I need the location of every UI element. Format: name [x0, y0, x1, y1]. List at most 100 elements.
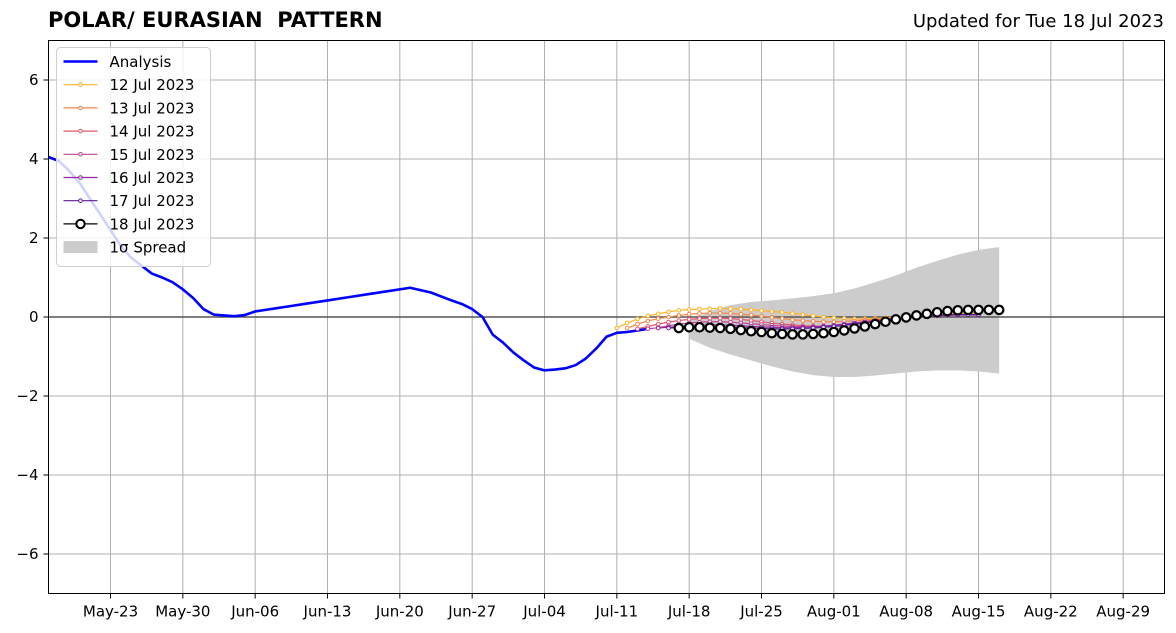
x-tick-label: Aug-01: [807, 603, 861, 621]
forecast-point: [869, 318, 881, 330]
forecast-point: [900, 312, 912, 323]
forecast-point: [821, 319, 826, 325]
forecast-point: [614, 325, 620, 331]
x-tick-label: Jul-11: [595, 603, 639, 621]
legend-label: 14 Jul 2023: [110, 123, 195, 141]
forecast-point: [624, 325, 630, 331]
legend-marker: [78, 198, 83, 203]
forecast-point: [797, 329, 809, 340]
forecast-point: [759, 308, 764, 313]
forecast-point: [697, 311, 702, 316]
x-tick-label: May-30: [155, 603, 210, 621]
y-tick-label: −2: [16, 387, 38, 405]
x-tick-label: Jul-04: [522, 603, 566, 621]
y-tick-label: −6: [16, 545, 38, 563]
x-tick-label: Jun-20: [375, 603, 424, 621]
forecast-point: [831, 315, 837, 321]
x-tick-label: Aug-29: [1096, 603, 1150, 621]
legend-box: [56, 47, 211, 267]
legend-marker: [78, 128, 83, 134]
forecast-point: [838, 325, 850, 336]
forecast-point: [962, 304, 974, 316]
legend-label: 17 Jul 2023: [110, 192, 195, 210]
forecast-point: [707, 310, 713, 316]
legend-label: 15 Jul 2023: [110, 146, 195, 164]
forecast-point: [828, 326, 840, 338]
legend-label: 18 Jul 2023: [110, 215, 195, 233]
series-layer: [48, 155, 1005, 372]
forecast-point: [717, 310, 723, 316]
forecast-point: [728, 311, 733, 316]
forecast-point: [748, 312, 754, 318]
x-tick-label: Aug-15: [952, 603, 1006, 621]
forecast-point: [810, 313, 816, 319]
forecast-point: [714, 322, 726, 334]
forecast-point: [849, 323, 860, 334]
forecast-point: [921, 308, 933, 320]
forecast-point: [807, 328, 819, 340]
y-tick-label: 2: [29, 229, 39, 247]
y-tick-label: 4: [29, 150, 39, 168]
legend-label: 16 Jul 2023: [110, 169, 195, 187]
forecast-point: [655, 311, 661, 317]
forecast-point: [645, 313, 651, 319]
forecast-point: [655, 325, 661, 331]
chart-title: POLAR/ EURASIAN PATTERN: [48, 8, 383, 32]
spread-band: [689, 247, 1000, 378]
forecast-point: [993, 304, 1005, 316]
forecast-point: [800, 318, 806, 323]
forecast-point: [776, 328, 788, 340]
forecast-point: [766, 327, 778, 339]
legend-marker: [78, 82, 83, 87]
forecast-point: [756, 326, 767, 338]
forecast-point: [635, 316, 640, 322]
forecast-point: [821, 314, 826, 320]
forecast-point: [738, 306, 744, 312]
forecast-point: [624, 320, 630, 326]
x-tick-label: May-23: [83, 603, 138, 621]
forecast-point: [725, 323, 736, 335]
x-tick-label: Jun-06: [230, 603, 279, 621]
forecast-point: [728, 306, 733, 312]
forecast-point: [676, 313, 682, 318]
legend-swatch: [63, 241, 98, 254]
legend-marker: [78, 152, 83, 157]
legend-label: Analysis: [110, 53, 172, 71]
y-tick-label: −4: [16, 466, 38, 484]
forecast-point: [694, 321, 705, 333]
legend-label: 13 Jul 2023: [110, 99, 195, 117]
forecast-point: [748, 307, 754, 313]
legend-marker: [75, 218, 86, 230]
forecast-point: [952, 304, 964, 316]
legend-marker: [78, 105, 83, 111]
forecast-point: [810, 319, 816, 324]
forecast-point: [880, 316, 891, 328]
y-tick-label: 6: [29, 71, 39, 89]
forecast-point: [635, 326, 640, 332]
x-tick-label: Jul-18: [667, 603, 711, 621]
forecast-point: [973, 304, 984, 316]
x-tick-label: Jun-27: [447, 603, 496, 621]
forecast-point: [704, 322, 716, 333]
forecast-point: [790, 317, 795, 323]
forecast-point: [717, 306, 723, 311]
forecast-point: [769, 315, 775, 320]
forecast-point: [686, 311, 692, 317]
legend-label: 12 Jul 2023: [110, 76, 195, 94]
forecast-point: [666, 314, 671, 320]
forecast-point: [818, 327, 829, 339]
forecast-point: [759, 313, 764, 319]
forecast-point: [745, 325, 757, 337]
forecast-point: [666, 325, 671, 331]
forecast-point: [790, 311, 795, 316]
x-tick-label: Jun-13: [303, 603, 352, 621]
forecast-point: [666, 309, 671, 315]
forecast-point: [686, 307, 692, 312]
x-tick-label: Jul-25: [739, 603, 783, 621]
forecast-point: [890, 314, 902, 325]
x-tick-label: Aug-08: [879, 603, 933, 621]
forecast-point: [800, 312, 806, 317]
forecast-point: [683, 321, 695, 333]
forecast-point: [645, 318, 651, 324]
forecast-point: [942, 305, 953, 317]
